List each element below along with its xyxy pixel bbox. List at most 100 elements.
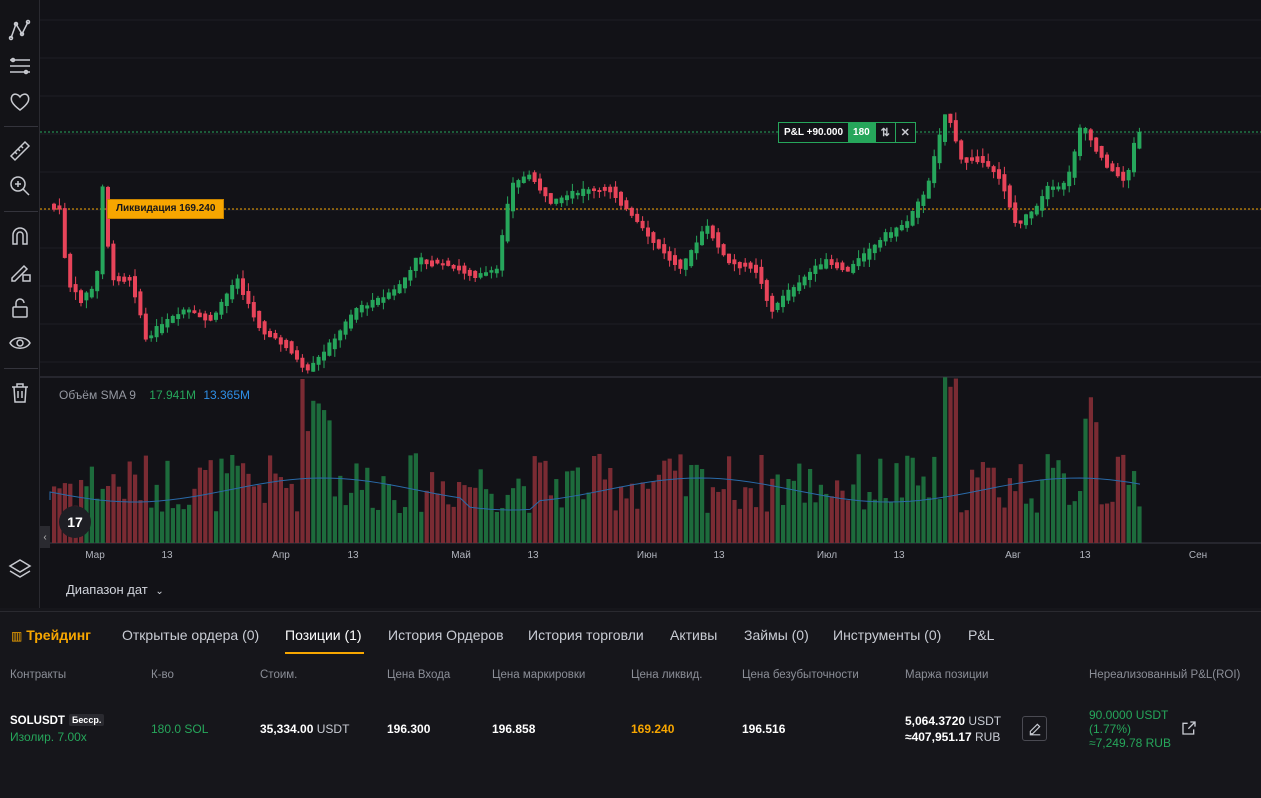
volume-bar bbox=[1034, 512, 1039, 543]
tab-positions[interactable]: Позиции (1) bbox=[285, 627, 362, 643]
candle-body bbox=[932, 156, 937, 184]
tab-loans[interactable]: Займы (0) bbox=[744, 627, 809, 643]
volume-bar bbox=[862, 509, 867, 543]
candle-body bbox=[440, 263, 445, 266]
tab-pnl[interactable]: P&L bbox=[968, 627, 995, 643]
candle-body bbox=[1002, 174, 1007, 192]
lock-drawing-icon[interactable] bbox=[6, 258, 34, 286]
tab-instruments[interactable]: Инструменты (0) bbox=[833, 627, 942, 643]
volume-bar bbox=[640, 482, 645, 543]
candle-body bbox=[154, 326, 159, 338]
candle-body bbox=[732, 259, 737, 265]
volume-bar bbox=[230, 454, 235, 543]
tab-assets[interactable]: Активы bbox=[670, 627, 718, 643]
candle-body bbox=[257, 310, 262, 329]
volume-bar bbox=[667, 458, 672, 543]
close-position-icon[interactable]: ✕ bbox=[894, 123, 915, 142]
candle-body bbox=[624, 200, 629, 210]
unlock-icon[interactable] bbox=[6, 294, 34, 322]
liquidation-price-tag: Ликвидация 169.240 bbox=[107, 199, 225, 219]
candle-body bbox=[543, 187, 548, 197]
tab-order-history[interactable]: История Ордеров bbox=[388, 627, 504, 643]
candle-body bbox=[386, 292, 391, 299]
volume-bar bbox=[592, 456, 597, 543]
volume-bar bbox=[543, 460, 548, 543]
price-chart[interactable]: Ликвидация 169.240 P&L +90.000 180 ⇅ ✕ О… bbox=[40, 0, 1261, 608]
volume-bar bbox=[1132, 471, 1137, 543]
layers-icon[interactable] bbox=[6, 555, 34, 583]
fib-tool-icon[interactable] bbox=[6, 52, 34, 80]
col-entry-price: Цена Входа bbox=[387, 669, 451, 681]
date-range-button[interactable]: Диапазон дат ⌄ bbox=[66, 582, 164, 597]
candle-body bbox=[1051, 186, 1055, 190]
candle-body bbox=[300, 357, 305, 368]
candle-body bbox=[295, 350, 299, 360]
volume-bar bbox=[916, 485, 921, 543]
candle-body bbox=[575, 192, 580, 196]
candle-body bbox=[651, 232, 656, 243]
candle-body bbox=[489, 270, 494, 273]
candle-body bbox=[424, 259, 429, 265]
heart-icon[interactable] bbox=[6, 88, 34, 116]
share-external-icon[interactable] bbox=[1181, 720, 1197, 736]
candle-body bbox=[278, 337, 283, 345]
candle-body bbox=[322, 351, 326, 361]
candle-body bbox=[791, 287, 796, 297]
time-axis-label: 13 bbox=[347, 550, 359, 561]
edit-margin-button[interactable] bbox=[1022, 716, 1047, 741]
volume-bar bbox=[743, 487, 748, 543]
ruler-icon[interactable] bbox=[6, 137, 34, 165]
volume-bar bbox=[138, 500, 143, 543]
eye-icon[interactable] bbox=[6, 329, 34, 357]
volume-bar bbox=[894, 463, 899, 543]
tradingview-logo-icon[interactable]: 17 bbox=[59, 506, 91, 538]
position-symbol[interactable]: SOLUSDT Бесср. bbox=[10, 714, 105, 727]
position-margin: 5,064.3720 USDT bbox=[905, 714, 1001, 728]
tab-trade-history[interactable]: История торговли bbox=[528, 627, 644, 643]
collapse-arrow-icon[interactable]: ‹ bbox=[40, 526, 50, 548]
candle-body bbox=[246, 291, 251, 304]
pnl-tag-qty: 180 bbox=[848, 123, 875, 142]
candle-body bbox=[565, 195, 569, 201]
reverse-position-icon[interactable]: ⇅ bbox=[874, 123, 895, 142]
chevron-down-icon: ⌄ bbox=[155, 586, 164, 597]
candle-body bbox=[1094, 137, 1099, 152]
time-axis-label: Авг bbox=[1005, 550, 1021, 561]
candle-body bbox=[133, 276, 137, 298]
volume-bar bbox=[883, 498, 888, 543]
volume-bar bbox=[835, 480, 840, 543]
volume-bar bbox=[268, 455, 273, 543]
zoom-in-icon[interactable] bbox=[6, 172, 34, 200]
volume-bar bbox=[1078, 491, 1083, 543]
pattern-tool-icon[interactable] bbox=[6, 16, 34, 44]
tab-trading[interactable]: ▥ Трейдинг bbox=[11, 627, 91, 643]
candle-body bbox=[959, 140, 964, 160]
volume-bar bbox=[241, 463, 246, 543]
volume-bar bbox=[629, 483, 634, 543]
magnet-icon[interactable] bbox=[6, 222, 34, 250]
volume-indicator-label: Объём SMA 9 bbox=[59, 388, 136, 402]
margin-mode[interactable]: Изолир. 7.00x bbox=[10, 730, 87, 744]
candlestick-chart[interactable] bbox=[40, 0, 1261, 608]
candle-body bbox=[862, 253, 866, 262]
volume-bar bbox=[430, 472, 435, 543]
candle-body bbox=[1034, 205, 1039, 215]
volume-bar bbox=[111, 474, 116, 543]
candle-body bbox=[602, 186, 607, 191]
volume-bar bbox=[295, 511, 300, 543]
candle-body bbox=[116, 276, 121, 282]
pnl-position-tag[interactable]: P&L +90.000 180 ⇅ ✕ bbox=[778, 122, 916, 143]
candle-body bbox=[1072, 151, 1077, 178]
candle-body bbox=[457, 265, 461, 271]
tab-open-orders[interactable]: Открытые ордера (0) bbox=[122, 627, 260, 643]
volume-bar bbox=[1061, 473, 1066, 543]
volume-bar bbox=[116, 486, 121, 543]
volume-bar bbox=[840, 490, 845, 543]
volume-bar bbox=[1067, 504, 1072, 543]
candle-body bbox=[1067, 171, 1072, 187]
volume-bar bbox=[500, 507, 505, 543]
volume-bar bbox=[181, 509, 186, 543]
candle-body bbox=[138, 291, 143, 316]
volume-bar bbox=[651, 481, 656, 543]
trash-icon[interactable] bbox=[6, 379, 34, 407]
